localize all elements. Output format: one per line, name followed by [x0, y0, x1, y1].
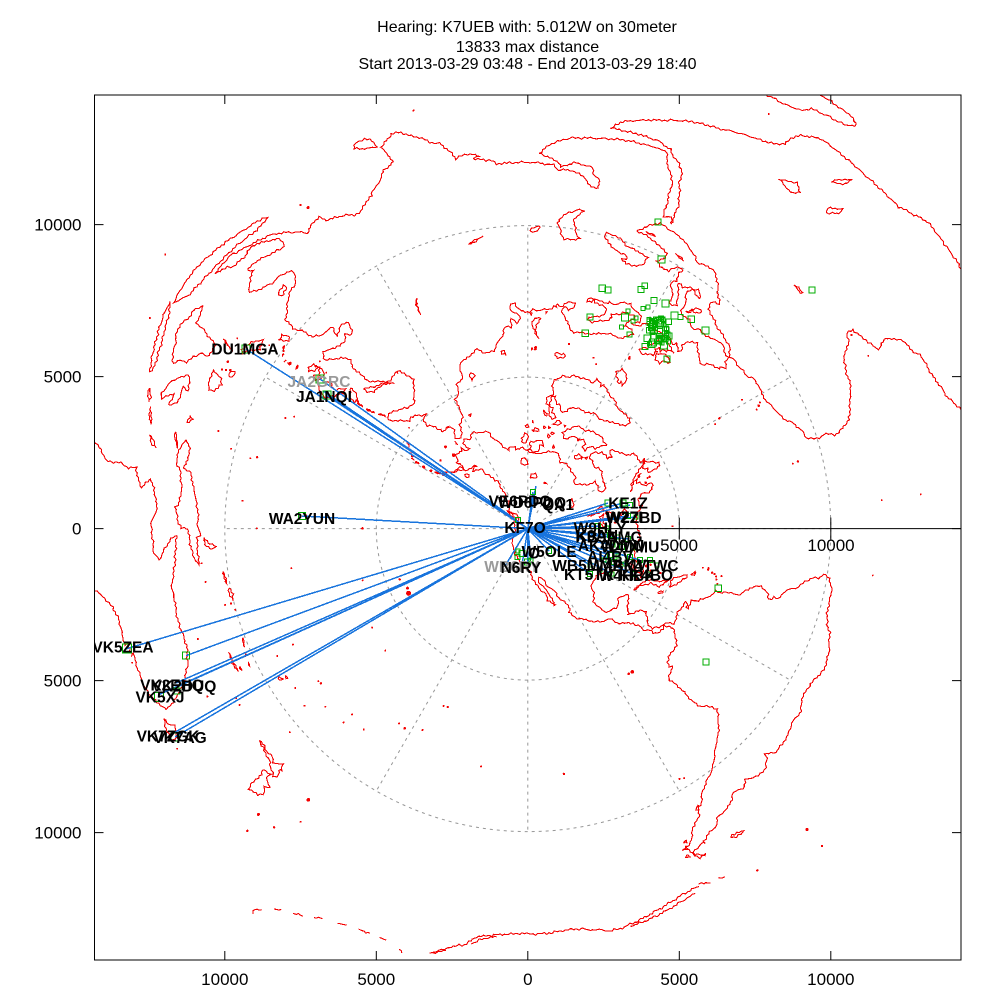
svg-text:10000: 10000	[34, 216, 81, 235]
svg-text:5000: 5000	[660, 970, 698, 989]
svg-text:K9AN: K9AN	[576, 528, 618, 545]
svg-text:Hearing: K7UEB with: 5.012W on: Hearing: K7UEB with: 5.012W on 30meter	[377, 19, 677, 36]
svg-text:W4DMU: W4DMU	[601, 540, 660, 557]
svg-text:KK4BO: KK4BO	[619, 568, 673, 585]
svg-text:WB5MMB: WB5MMB	[552, 558, 623, 575]
svg-text:K4TWC: K4TWC	[623, 558, 678, 575]
svg-text:13833 max distance: 13833 max distance	[456, 39, 599, 56]
svg-text:N6RY: N6RY	[501, 560, 542, 577]
svg-text:DU1MGA: DU1MGA	[211, 342, 278, 359]
svg-text:10000: 10000	[807, 970, 854, 989]
svg-text:0: 0	[72, 520, 81, 539]
svg-text:10000: 10000	[201, 970, 248, 989]
svg-text:JA1NQI: JA1NQI	[296, 389, 352, 406]
svg-text:WZ7I: WZ7I	[605, 510, 642, 527]
svg-text:KT5TK: KT5TK	[564, 567, 615, 584]
svg-text:KE1Z: KE1Z	[608, 496, 648, 513]
svg-text:0: 0	[523, 970, 532, 989]
svg-text:10000: 10000	[807, 536, 854, 555]
svg-text:WA2YUN: WA2YUN	[269, 511, 335, 528]
svg-text:O: O	[528, 546, 540, 563]
svg-text:5000: 5000	[660, 536, 698, 555]
svg-text:VK5ZEA: VK5ZEA	[92, 640, 153, 657]
svg-text:W5OLE: W5OLE	[521, 544, 576, 561]
svg-text:5000: 5000	[357, 970, 395, 989]
svg-text:VK5XJ: VK5XJ	[135, 690, 184, 707]
svg-text:W9HLY: W9HLY	[574, 521, 627, 538]
svg-text:AI4BV: AI4BV	[587, 549, 633, 566]
svg-text:W4HBK: W4HBK	[599, 568, 657, 585]
svg-text:5000: 5000	[44, 368, 82, 387]
svg-text:VK2DUQ: VK2DUQ	[152, 679, 217, 696]
svg-text:VK7AG: VK7AG	[153, 730, 206, 747]
svg-text:W4AMV: W4AMV	[589, 558, 647, 575]
svg-text:KF7O: KF7O	[504, 520, 545, 537]
svg-text:VK2EHQ: VK2EHQ	[140, 678, 204, 695]
svg-text:JA2GRC: JA2GRC	[288, 374, 351, 391]
svg-text:VK7ZGK: VK7ZGK	[137, 729, 201, 746]
svg-text:QA1: QA1	[542, 497, 574, 514]
svg-text:AK4DMU: AK4DMU	[578, 538, 644, 555]
svg-text:WD6PDQ: WD6PDQ	[498, 495, 566, 512]
svg-text:Start 2013-03-29 03:48 - End 2: Start 2013-03-29 03:48 - End 2013-03-29 …	[358, 56, 696, 73]
svg-text:WB6RY: WB6RY	[484, 559, 540, 576]
svg-text:10000: 10000	[34, 824, 81, 843]
svg-text:5000: 5000	[44, 672, 82, 691]
svg-text:VE6PDQ: VE6PDQ	[489, 494, 552, 511]
svg-text:W2ZBD: W2ZBD	[606, 510, 661, 527]
svg-text:KB9AMG: KB9AMG	[575, 530, 642, 547]
